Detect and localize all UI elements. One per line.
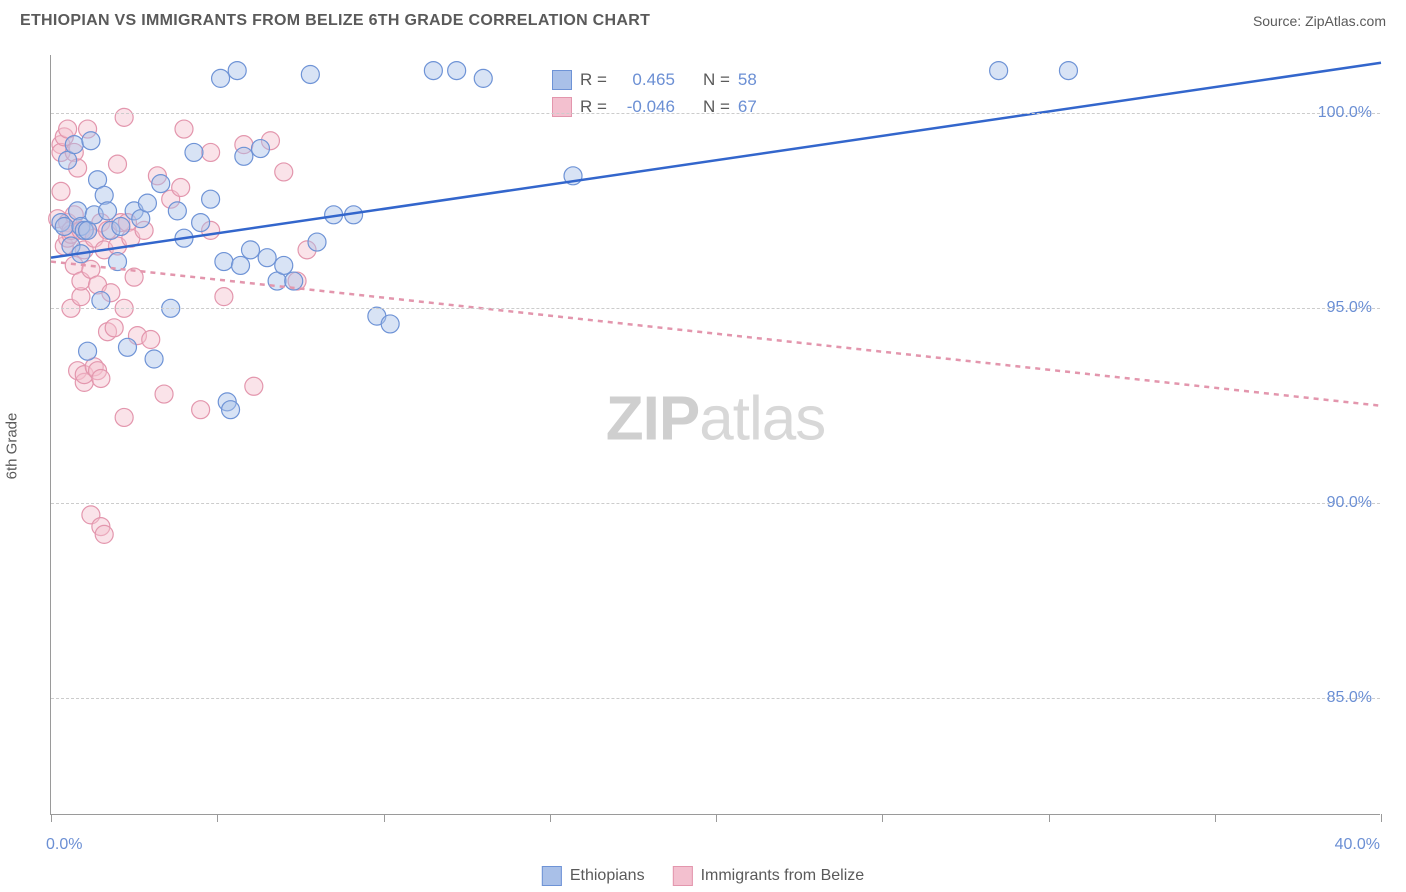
data-point xyxy=(65,136,83,154)
y-tick-label: 100.0% xyxy=(1318,104,1372,122)
data-point xyxy=(192,214,210,232)
data-point xyxy=(52,182,70,200)
data-point xyxy=(222,401,240,419)
grid-line xyxy=(51,698,1380,699)
data-point xyxy=(202,190,220,208)
scatter-chart xyxy=(51,55,1380,814)
data-point xyxy=(308,233,326,251)
legend-swatch xyxy=(552,70,572,90)
grid-line xyxy=(51,113,1380,114)
data-point xyxy=(115,408,133,426)
grid-line xyxy=(51,503,1380,504)
data-point xyxy=(258,249,276,267)
legend-series-label: Ethiopians xyxy=(570,867,645,885)
data-point xyxy=(251,140,269,158)
legend-n-value: 67 xyxy=(738,93,768,120)
data-point xyxy=(138,194,156,212)
x-tick xyxy=(217,814,218,822)
legend-n-label: N = xyxy=(703,93,730,120)
data-point xyxy=(55,217,73,235)
correlation-legend: R = 0.465 N = 58 R = -0.046 N = 67 xyxy=(541,61,779,125)
data-point xyxy=(115,108,133,126)
grid-line xyxy=(51,308,1380,309)
data-point xyxy=(424,62,442,80)
data-point xyxy=(1059,62,1077,80)
x-tick xyxy=(1381,814,1382,822)
data-point xyxy=(175,120,193,138)
legend-n-value: 58 xyxy=(738,66,768,93)
data-point xyxy=(215,253,233,271)
x-tick xyxy=(1215,814,1216,822)
x-tick-label: 0.0% xyxy=(46,836,82,854)
data-point xyxy=(232,256,250,274)
data-point xyxy=(242,241,260,259)
data-point xyxy=(301,65,319,83)
data-point xyxy=(92,292,110,310)
source-label: Source: ZipAtlas.com xyxy=(1253,13,1386,29)
plot-area: ZIPatlas R =0.465N =58R =-0.046N =67 85.… xyxy=(50,55,1380,815)
legend-r-label: R = xyxy=(580,66,607,93)
data-point xyxy=(95,525,113,543)
legend-item: Immigrants from Belize xyxy=(673,866,865,886)
data-point xyxy=(82,132,100,150)
y-tick-label: 90.0% xyxy=(1327,494,1372,512)
x-tick xyxy=(384,814,385,822)
x-tick xyxy=(550,814,551,822)
data-point xyxy=(990,62,1008,80)
data-point xyxy=(185,143,203,161)
x-tick xyxy=(716,814,717,822)
y-axis-title: 6th Grade xyxy=(4,413,21,480)
legend-n-label: N = xyxy=(703,66,730,93)
data-point xyxy=(228,62,246,80)
series-legend: Ethiopians Immigrants from Belize xyxy=(542,866,864,886)
x-tick-label: 40.0% xyxy=(1335,836,1380,854)
legend-series-label: Immigrants from Belize xyxy=(701,867,865,885)
data-point xyxy=(192,401,210,419)
legend-r-label: R = xyxy=(580,93,607,120)
correlation-legend-row: R = -0.046 N = 67 xyxy=(552,93,768,120)
data-point xyxy=(79,342,97,360)
data-point xyxy=(381,315,399,333)
legend-swatch xyxy=(542,866,562,886)
data-point xyxy=(142,331,160,349)
data-point xyxy=(105,319,123,337)
data-point xyxy=(275,163,293,181)
data-point xyxy=(168,202,186,220)
x-tick xyxy=(1049,814,1050,822)
data-point xyxy=(92,369,110,387)
data-point xyxy=(245,377,263,395)
correlation-legend-row: R = 0.465 N = 58 xyxy=(552,66,768,93)
data-point xyxy=(448,62,466,80)
data-point xyxy=(95,186,113,204)
data-point xyxy=(215,288,233,306)
chart-title: ETHIOPIAN VS IMMIGRANTS FROM BELIZE 6TH … xyxy=(20,12,650,30)
y-tick-label: 95.0% xyxy=(1327,299,1372,317)
x-tick xyxy=(882,814,883,822)
data-point xyxy=(112,217,130,235)
data-point xyxy=(235,147,253,165)
data-point xyxy=(172,179,190,197)
data-point xyxy=(155,385,173,403)
data-point xyxy=(118,338,136,356)
x-tick xyxy=(51,814,52,822)
legend-item: Ethiopians xyxy=(542,866,645,886)
legend-swatch xyxy=(673,866,693,886)
data-point xyxy=(99,202,117,220)
y-tick-label: 85.0% xyxy=(1327,689,1372,707)
data-point xyxy=(152,175,170,193)
legend-r-value: -0.046 xyxy=(615,93,675,120)
data-point xyxy=(109,155,127,173)
data-point xyxy=(69,202,87,220)
legend-r-value: 0.465 xyxy=(615,66,675,93)
data-point xyxy=(145,350,163,368)
data-point xyxy=(275,256,293,274)
data-point xyxy=(202,143,220,161)
data-point xyxy=(474,69,492,87)
data-point xyxy=(212,69,230,87)
